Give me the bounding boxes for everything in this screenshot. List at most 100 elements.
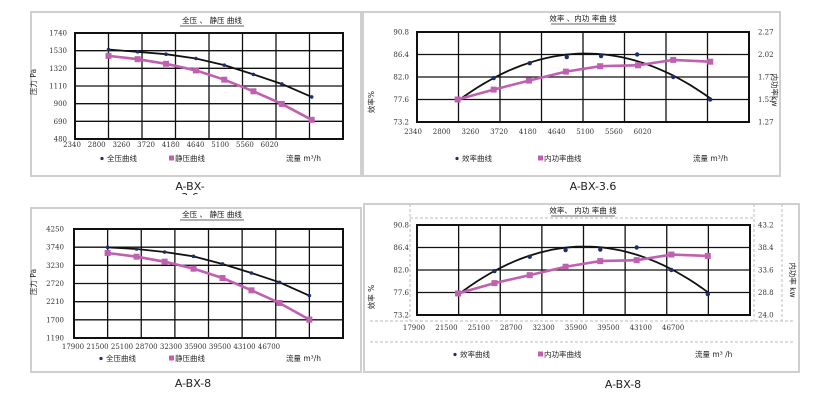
data-point [280,82,284,86]
data-point [490,86,497,93]
x-tick-label: 21500 [86,343,108,351]
data-point [670,56,677,63]
x-tick-label: 3260 [461,128,479,136]
data-point [525,77,532,84]
chart-2: 2340 2800 3260 3720 4180 4640 5100 5560 6020 73.2… [366,13,780,193]
x-tick-label: 46700 [662,324,684,332]
y-tick-label: 900 [54,100,67,108]
data-point [705,291,710,297]
data-point [707,58,714,65]
y-tick-label: 2210 [46,298,64,306]
y-axis-label: 压力 Pa [28,69,38,95]
data-point [562,68,569,75]
legend-dot-icon [100,156,104,161]
series-1 [105,245,312,298]
x-tick-label: 4180 [162,141,180,149]
data-point [134,247,139,251]
data-point [671,74,676,80]
data-point [634,52,640,57]
data-point [191,254,196,259]
x-tick-label: 5560 [236,141,254,149]
x-tick-label: 25100 [111,343,133,351]
legend-dot-icon [453,352,457,357]
y-tick-label: 77.6 [393,96,409,104]
x-tick-label: 2800 [88,141,106,149]
y2-tick-label: 1.52 [758,96,774,104]
data-point [598,247,603,252]
x-tick-label: 28700 [135,343,157,351]
x-tick-label: 4640 [548,128,566,136]
data-point [221,76,228,83]
x-tick-label: 21500 [435,324,457,332]
y-tick-label: 3230 [46,262,64,270]
x-tick-label: 4180 [519,128,537,136]
chart-caption: A-BX- [175,180,204,193]
x-tick-label: 43100 [233,343,255,351]
y-tick-label: 1700 [46,316,64,324]
data-point [249,271,254,275]
data-point [220,262,225,266]
y-tick-label: 86.4 [393,244,409,252]
legend-label: 全压曲线 [106,353,136,363]
series-1 [106,47,314,99]
y-tick-label: 3740 [46,244,64,252]
plot-area-border [74,32,344,140]
chart-title: 效率、 内功 率曲 线 [549,205,617,215]
y2-tick-label: 1.27 [758,119,774,127]
y2-tick-label: 1.77 [758,74,774,82]
data-point [633,257,640,264]
legend-square-icon [169,155,174,161]
x-tick-label: 17900 [403,324,425,332]
chart-4: 17900 21500 25100 28700 32300 35900 39500 43100… [366,204,798,391]
x-tick-label: 32300 [532,324,554,332]
data-point [455,290,462,297]
data-point [597,258,604,265]
y-tick-label: 77.6 [393,289,409,297]
x-tick-label: 39500 [597,324,619,332]
chart-frame-4 [363,203,800,373]
data-point [309,95,314,99]
x-tick-label: 5560 [605,128,623,136]
data-point [161,258,168,265]
plot-area-border [416,31,750,123]
x-tick-label: 4640 [187,141,205,149]
legend-dot-icon [99,356,103,361]
efficiency-trend-line [457,245,709,296]
data-point [597,63,604,70]
data-point [194,56,198,61]
y2-tick-label: 2.02 [758,51,774,59]
data-point [307,293,312,298]
data-point [669,267,674,273]
y-tick-label: 1320 [49,65,67,73]
plot-area-border [73,228,344,339]
legend-label: 静压曲线 [175,353,205,363]
x-tick-label: 5100 [211,141,229,149]
data-point [163,60,170,67]
y-tick-label: 1530 [49,47,67,55]
data-point [527,60,532,66]
x-tick-label: 39500 [209,343,231,351]
legend: 效率曲线 内功率曲线 流量 m³ /h [453,349,733,359]
data-point [704,252,711,259]
x-tick-label: 2340 [404,128,422,136]
series-line [108,48,313,98]
data-point [634,245,639,250]
x-tick-label: 28700 [500,324,522,332]
data-point [708,97,713,102]
series-line [107,251,311,321]
y-axis-label: 效率% [366,91,376,113]
x-axis-label: 流量 m³/h [286,353,321,363]
efficiency-trend-line [457,52,711,102]
x-tick-label: 43100 [630,324,652,332]
y2-axis-label: 内功率 kw [788,262,798,297]
data-point [222,63,227,67]
data-point [250,88,257,95]
x-tick-label: 5100 [576,128,594,136]
legend-square-icon [538,351,543,357]
series-2 [454,56,714,103]
y2-tick-label: 33.6 [758,267,774,275]
y2-tick-label: 28.8 [758,289,774,297]
y-tick-label: 1190 [46,335,64,343]
legend-dot-icon [455,156,459,161]
